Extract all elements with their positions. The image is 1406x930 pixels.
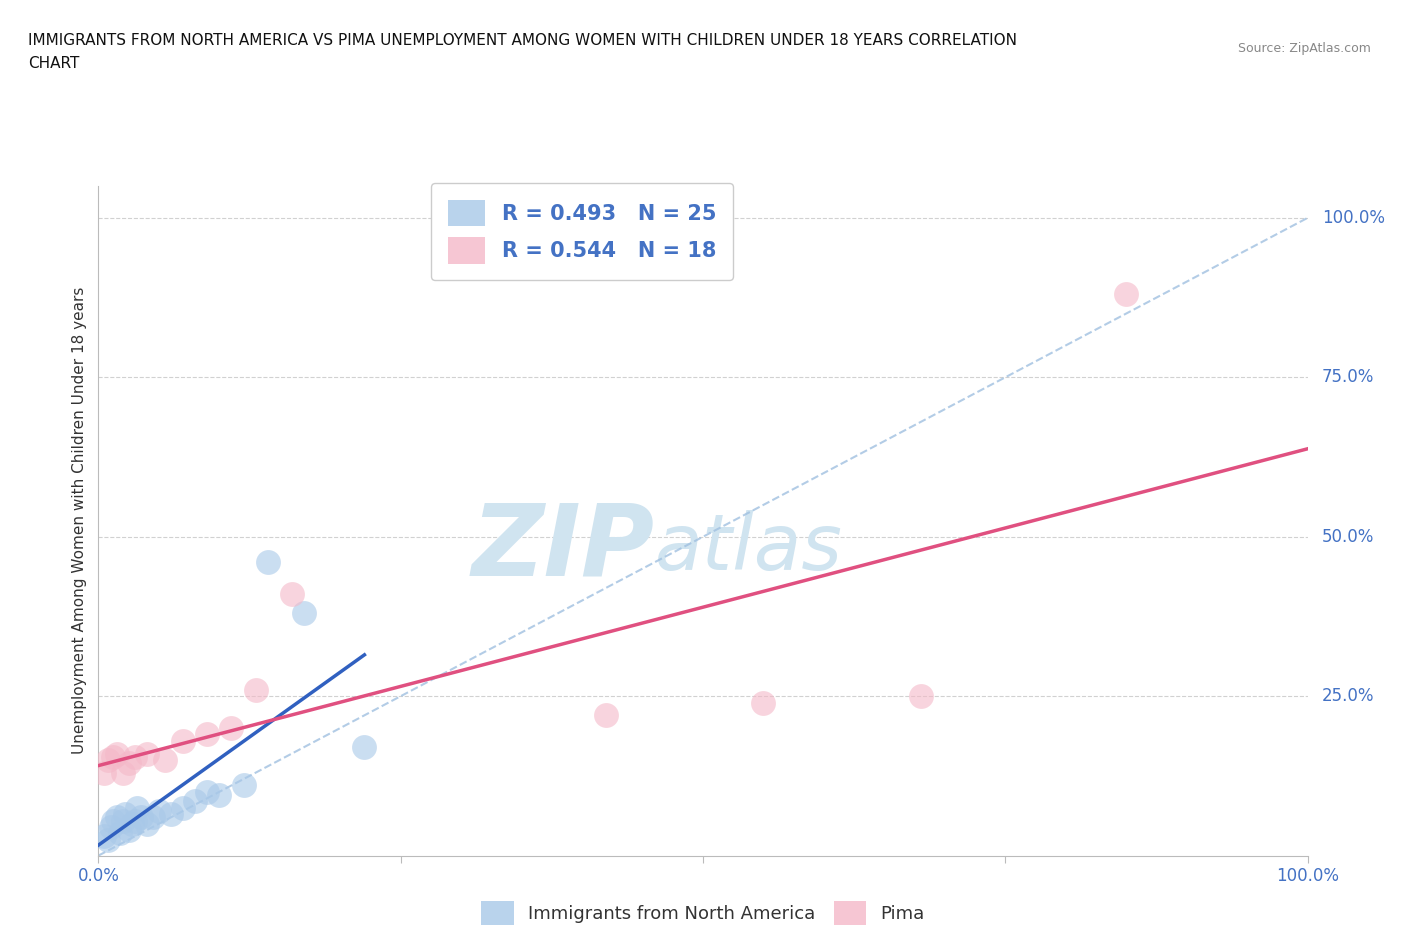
Point — [172, 801, 194, 816]
Point — [245, 683, 267, 698]
Point — [142, 810, 165, 825]
Point — [281, 587, 304, 602]
Point — [195, 727, 218, 742]
Y-axis label: Unemployment Among Women with Children Under 18 years: Unemployment Among Women with Children U… — [72, 287, 87, 754]
Point — [101, 813, 124, 828]
Point — [910, 689, 932, 704]
Text: Source: ZipAtlas.com: Source: ZipAtlas.com — [1237, 42, 1371, 55]
Point — [129, 810, 152, 825]
Point — [101, 750, 124, 764]
Point — [148, 804, 170, 818]
Point — [127, 801, 149, 816]
Point — [221, 721, 243, 736]
Point — [353, 739, 375, 754]
Point — [256, 555, 278, 570]
Point — [105, 810, 128, 825]
Point — [172, 734, 194, 749]
Point — [184, 794, 207, 809]
Point — [93, 829, 115, 844]
Point — [232, 778, 254, 793]
Point — [97, 752, 120, 767]
Point — [114, 806, 136, 821]
Legend: Immigrants from North America, Pima: Immigrants from North America, Pima — [472, 893, 934, 930]
Text: ZIP: ZIP — [471, 499, 655, 596]
Point — [153, 752, 176, 767]
Point — [111, 765, 134, 780]
Point — [121, 817, 143, 831]
Text: 75.0%: 75.0% — [1322, 368, 1374, 386]
Point — [108, 826, 131, 841]
Point — [595, 708, 617, 723]
Point — [195, 784, 218, 799]
Text: CHART: CHART — [28, 56, 80, 71]
Point — [93, 765, 115, 780]
Point — [135, 746, 157, 761]
Point — [111, 813, 134, 828]
Text: IMMIGRANTS FROM NORTH AMERICA VS PIMA UNEMPLOYMENT AMONG WOMEN WITH CHILDREN UND: IMMIGRANTS FROM NORTH AMERICA VS PIMA UN… — [28, 33, 1017, 47]
Point — [1115, 287, 1137, 302]
Point — [118, 823, 141, 838]
Point — [118, 756, 141, 771]
Point — [100, 819, 122, 834]
Point — [208, 788, 231, 803]
Text: 25.0%: 25.0% — [1322, 687, 1374, 705]
Point — [124, 750, 146, 764]
Point — [292, 605, 315, 620]
Point — [752, 695, 775, 710]
Text: atlas: atlas — [655, 510, 842, 586]
Point — [135, 817, 157, 831]
Point — [105, 746, 128, 761]
Text: 50.0%: 50.0% — [1322, 527, 1374, 546]
Point — [160, 806, 183, 821]
Text: 100.0%: 100.0% — [1322, 209, 1385, 227]
Point — [97, 832, 120, 847]
Point — [124, 813, 146, 828]
